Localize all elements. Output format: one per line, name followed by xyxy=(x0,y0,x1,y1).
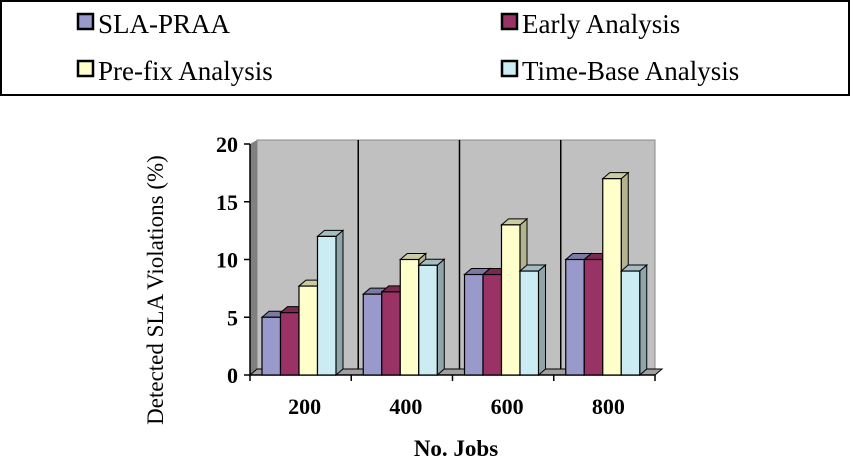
x-tick-label: 800 xyxy=(592,394,625,419)
bar xyxy=(463,273,484,376)
bar xyxy=(381,291,401,376)
legend-label: Time-Base Analysis xyxy=(522,56,739,86)
x-tick-label: 600 xyxy=(491,394,524,419)
y-tick-label: 0 xyxy=(227,363,238,388)
legend-box xyxy=(0,0,850,96)
bar xyxy=(500,224,521,376)
bar-side xyxy=(538,263,546,377)
bar-side xyxy=(436,258,445,377)
y-tick-label: 15 xyxy=(216,190,238,215)
side-wall xyxy=(250,140,257,375)
y-tick-label: 10 xyxy=(216,248,238,273)
y-tick-label: 20 xyxy=(216,132,238,157)
bar xyxy=(261,316,282,376)
y-tick-label: 5 xyxy=(227,305,238,330)
bar xyxy=(519,270,540,376)
legend-swatch xyxy=(76,12,95,31)
bar xyxy=(418,264,438,376)
bar-side xyxy=(335,229,344,377)
legend-label: Early Analysis xyxy=(522,9,680,39)
bar xyxy=(298,285,319,376)
bar xyxy=(279,312,300,376)
bar xyxy=(565,258,585,376)
bar xyxy=(620,270,641,376)
x-axis-label: No. Jobs xyxy=(414,436,498,461)
legend-label: Pre-fix Analysis xyxy=(98,56,273,86)
legend-swatch xyxy=(500,59,519,78)
x-tick-label: 200 xyxy=(288,394,321,419)
legend-label: SLA-PRAA xyxy=(98,9,231,39)
y-axis-label: Detected SLA Violations (%) xyxy=(143,155,168,425)
bar xyxy=(316,235,337,376)
bar xyxy=(399,258,420,376)
bar xyxy=(482,273,503,376)
bar xyxy=(602,178,622,376)
legend: SLA-PRAA Early Analysis Pre-fix Analysis Ti… xyxy=(76,9,739,86)
bar xyxy=(583,258,604,376)
legend-swatch xyxy=(500,12,519,31)
plot-area: 0 5 10 15 20 200 400 600 800 xyxy=(216,132,664,419)
x-tick-label: 400 xyxy=(389,394,422,419)
bar xyxy=(362,293,383,376)
bar-side xyxy=(639,263,648,377)
legend-swatch xyxy=(76,59,95,78)
